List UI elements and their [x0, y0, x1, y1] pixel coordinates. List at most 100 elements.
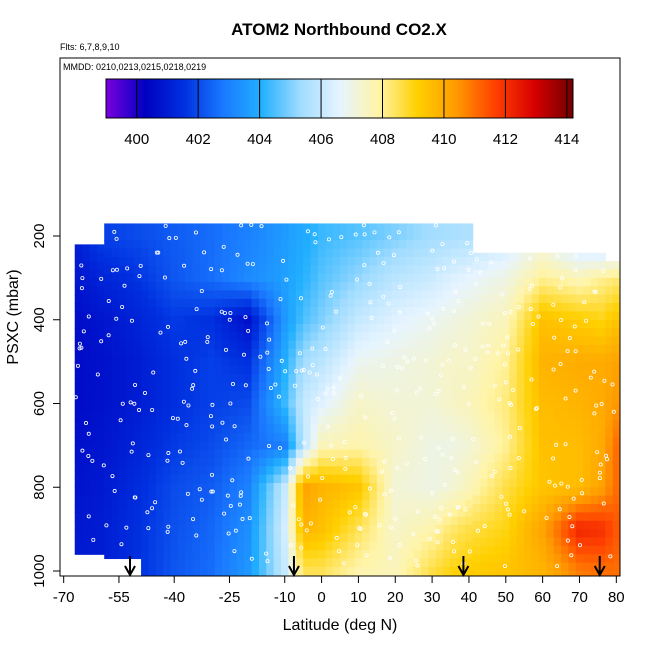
heatmap-cell — [568, 386, 577, 396]
heatmap-cell — [443, 416, 452, 426]
heatmap-cell — [163, 315, 172, 325]
heatmap-cell — [303, 424, 312, 434]
sample-point — [594, 403, 599, 408]
heatmap-cell — [384, 432, 393, 442]
heatmap-cell — [251, 550, 260, 560]
heatmap-cell — [487, 420, 496, 430]
heatmap-cell — [575, 462, 584, 472]
heatmap-cell — [118, 441, 127, 451]
heatmap-cell — [480, 453, 488, 463]
heatmap-cell — [384, 466, 393, 476]
heatmap-cell — [141, 449, 150, 459]
heatmap-cell — [258, 550, 267, 560]
heatmap-cell — [413, 516, 422, 526]
heatmap-cell — [502, 445, 511, 455]
heatmap-cell — [310, 491, 319, 501]
heatmap-cell — [502, 395, 511, 405]
heatmap-cell — [450, 374, 459, 384]
heatmap-cell — [413, 382, 422, 392]
heatmap-cell — [553, 328, 562, 338]
sample-point — [301, 368, 306, 373]
heatmap-cell — [369, 273, 378, 283]
heatmap-cell — [295, 483, 304, 493]
heatmap-cell — [457, 315, 466, 325]
heatmap-cell — [546, 395, 555, 405]
heatmap-cell — [480, 420, 488, 430]
heatmap-cell — [480, 554, 488, 564]
heatmap-cell — [502, 462, 511, 472]
heatmap-cell — [303, 273, 312, 283]
heatmap-cell — [428, 382, 437, 392]
sample-point — [573, 349, 578, 354]
heatmap-cell — [317, 533, 326, 543]
heatmap-cell — [421, 524, 430, 534]
heatmap-cell — [509, 344, 518, 354]
heatmap-cell — [376, 307, 385, 317]
heatmap-cell — [170, 516, 179, 526]
heatmap-cell — [502, 478, 511, 488]
heatmap-cell — [435, 223, 444, 233]
heatmap-cell — [89, 261, 98, 271]
heatmap-cell — [362, 315, 371, 325]
heatmap-cell — [538, 445, 547, 455]
heatmap-cell — [258, 382, 267, 392]
heatmap-cell — [413, 273, 422, 283]
heatmap-cell — [421, 365, 430, 375]
heatmap-cell — [583, 428, 592, 438]
heatmap-cell — [200, 407, 208, 417]
sample-point — [193, 368, 198, 373]
heatmap-cell — [111, 256, 120, 266]
heatmap-cell — [524, 311, 533, 321]
heatmap-cell — [244, 457, 253, 467]
heatmap-cell — [502, 420, 511, 430]
heatmap-cell — [494, 319, 503, 329]
heatmap-cell — [494, 252, 503, 262]
sample-point — [489, 260, 494, 265]
heatmap-cell — [487, 545, 496, 555]
heatmap-cell — [251, 340, 260, 350]
heatmap-cell — [229, 449, 238, 459]
sample-point — [130, 441, 135, 446]
heatmap-cell — [553, 478, 562, 488]
heatmap-cell — [575, 344, 584, 354]
heatmap-cell — [612, 353, 620, 363]
heatmap-cell — [561, 487, 570, 497]
heatmap-cell — [465, 382, 474, 392]
heatmap-cell — [141, 516, 150, 526]
sample-point — [273, 382, 278, 387]
heatmap-cell — [207, 407, 216, 417]
heatmap-cell — [590, 269, 599, 279]
heatmap-cell — [214, 349, 223, 359]
sample-point — [503, 380, 508, 385]
heatmap-cell — [575, 395, 584, 405]
heatmap-cell — [104, 365, 113, 375]
heatmap-cell — [310, 248, 319, 258]
heatmap-cell — [170, 248, 179, 258]
heatmap-cell — [170, 332, 179, 342]
heatmap-cell — [487, 554, 496, 564]
heatmap-cell — [111, 416, 120, 426]
heatmap-cell — [104, 533, 113, 543]
heatmap-cell — [104, 466, 113, 476]
heatmap-cell — [524, 554, 533, 564]
heatmap-cell — [450, 432, 459, 442]
heatmap-cell — [266, 516, 275, 526]
sample-point — [466, 401, 471, 406]
heatmap-cell — [450, 240, 459, 250]
heatmap-cell — [575, 437, 584, 446]
heatmap-cell — [332, 533, 341, 543]
heatmap-cell — [82, 520, 91, 530]
heatmap-cell — [273, 466, 282, 476]
heatmap-cell — [207, 499, 216, 509]
heatmap-cell — [177, 349, 186, 359]
profile-arrow — [457, 556, 470, 578]
heatmap-cell — [583, 378, 592, 388]
heatmap-cell — [303, 483, 312, 493]
heatmap-cell — [251, 499, 260, 509]
heatmap-cell — [251, 365, 260, 375]
heatmap-cell — [494, 545, 503, 555]
heatmap-cell — [480, 411, 488, 421]
heatmap-cell — [340, 248, 348, 258]
heatmap-cell — [369, 499, 378, 509]
heatmap-cell — [347, 382, 356, 392]
